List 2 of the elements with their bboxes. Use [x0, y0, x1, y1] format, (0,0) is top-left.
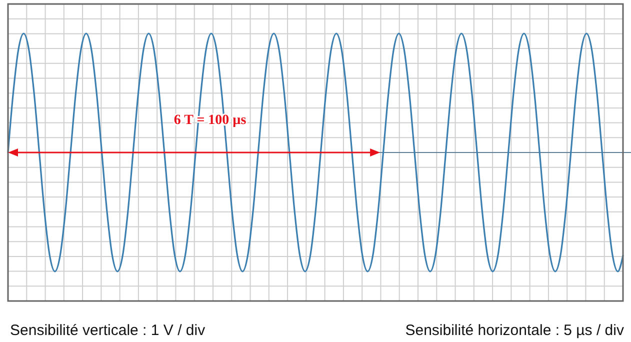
text: Sensibilité verticale : 1 V / div: [10, 322, 206, 339]
text: Sensibilité horizontale : 5 µs / div: [405, 322, 624, 339]
